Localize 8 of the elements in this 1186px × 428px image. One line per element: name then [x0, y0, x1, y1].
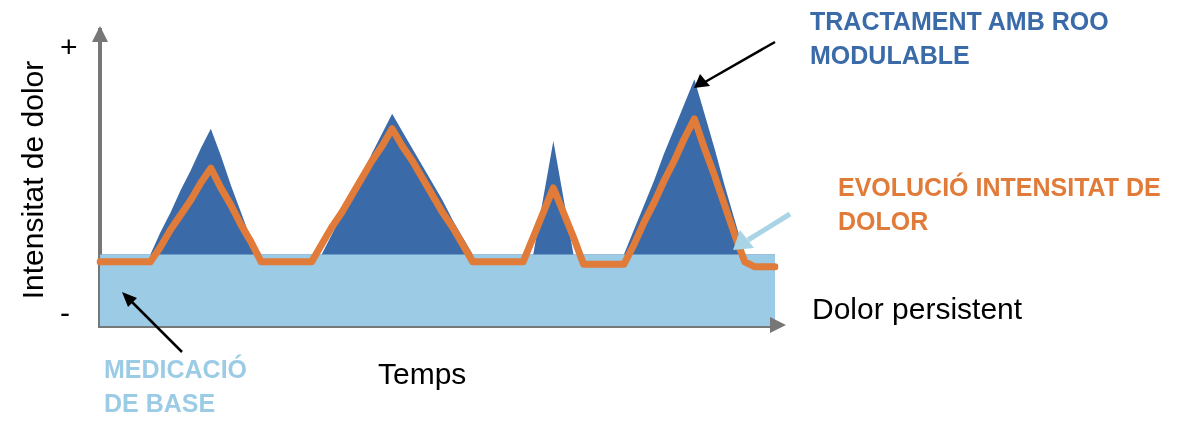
y-axis-title: Intensitat de dolor — [16, 60, 50, 300]
text: - — [60, 296, 70, 330]
text: Dolor persistent — [812, 292, 1023, 326]
x-axis-title: Temps — [378, 357, 467, 391]
text: + — [60, 30, 78, 64]
text: EVOLUCIÓ INTENSITAT DE DOLOR — [838, 171, 1162, 237]
series-label: MEDICACIÓ DE BASE — [104, 353, 249, 419]
text: TRACTAMENT AMB ROO MODULABLE — [810, 6, 1110, 71]
